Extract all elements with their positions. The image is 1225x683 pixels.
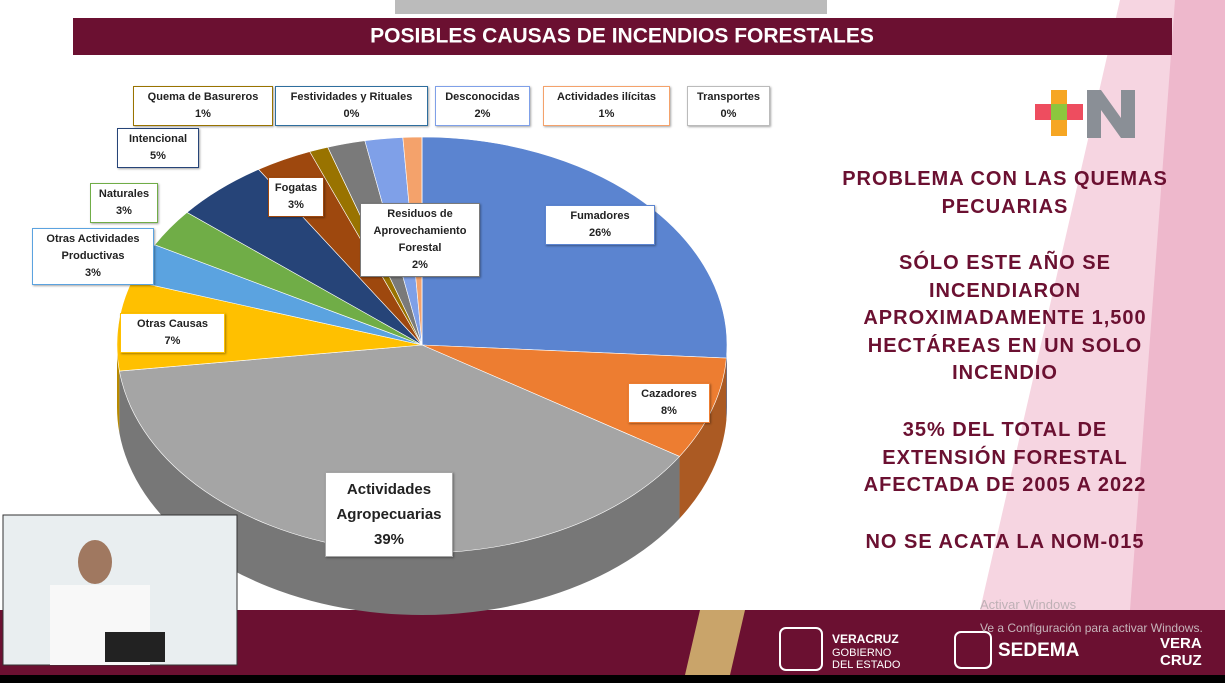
label-value: 0% — [720, 108, 737, 120]
side-text: NO SE ACATA LA NOM-015 — [865, 531, 1145, 553]
side-paragraph: NO SE ACATA LA NOM-015 — [790, 529, 1220, 557]
chart-title: POSIBLES CAUSAS DE INCENDIOS FORESTALES — [370, 25, 874, 48]
label-name: Otras Causas — [137, 318, 208, 330]
label-value: 26% — [588, 227, 612, 239]
side-paragraph: PROBLEMA CON LAS QUEMAS PECUARIAS — [790, 166, 1220, 221]
data-label: Festividades y Rituales 0% — [275, 86, 428, 126]
emblem — [954, 631, 992, 669]
side-paragraph: 35% DEL TOTAL DE EXTENSIÓN FORESTAL AFECTA… — [790, 417, 1220, 500]
top-toolbar — [395, 0, 827, 14]
data-label: Residuos de Aprovechamiento Forestal 2% — [360, 203, 480, 277]
label-value: 3% — [288, 199, 304, 211]
slice-side — [726, 345, 727, 421]
label-value: 3% — [85, 267, 101, 279]
slice-side — [119, 371, 680, 616]
label-value: 1% — [195, 108, 211, 120]
data-label: Otras Causas 7% — [120, 313, 225, 353]
data-label: Intencional 5% — [117, 128, 199, 168]
label-value: 0% — [343, 108, 360, 120]
label-value: 8% — [661, 405, 677, 417]
label-value: 3% — [116, 205, 132, 217]
side-text: 35% DEL TOTAL DE — [902, 419, 1108, 441]
logo-n — [1087, 90, 1135, 138]
emblem — [779, 627, 823, 671]
data-label: Actividades Agropecuarias 39% — [325, 472, 453, 557]
footer-stripe — [685, 610, 745, 675]
data-label: Otras Actividades Productivas 3% — [32, 228, 154, 285]
data-label: Actividades ilícitas 1% — [543, 86, 670, 126]
pie — [116, 136, 728, 616]
label-name: Quema de Basureros — [147, 91, 259, 103]
side-text: PROBLEMA CON LAS QUEMAS — [842, 168, 1168, 190]
label-name: Actividades Agropecuarias — [336, 481, 442, 523]
side-text: HECTÁREAS EN UN SOLO — [867, 334, 1143, 357]
side-paragraph: SÓLO ESTE AÑO SE INCENDIARON APROXIMADAMEN… — [790, 250, 1220, 388]
label-name: Desconocidas — [445, 91, 520, 103]
side-text: SÓLO ESTE AÑO SE — [899, 252, 1111, 274]
side-text: INCENDIO — [952, 362, 1058, 384]
footer-text: VERA — [1160, 635, 1202, 652]
label-name: Fumadores — [570, 210, 630, 222]
label-name: Transportes — [697, 91, 760, 103]
label-value: 2% — [412, 259, 428, 271]
data-label: Quema de Basureros 1% — [133, 86, 273, 126]
slice-side — [679, 358, 727, 519]
data-label: Naturales 3% — [90, 183, 158, 223]
footer-text: CRUZ — [1160, 652, 1202, 669]
title-banner — [73, 18, 1172, 55]
data-label: Fogatas 3% — [268, 177, 324, 217]
watermark: Ve a Configuración para activar Windows. — [980, 621, 1203, 635]
label-name: Cazadores — [641, 388, 697, 400]
logo-plus — [1051, 104, 1067, 120]
logo — [1035, 90, 1135, 138]
side-text: PECUARIAS — [941, 195, 1069, 218]
footer-text: GOBIERNO — [832, 647, 892, 659]
footer-text: DEL ESTADO — [832, 659, 901, 671]
side-text: AFECTADA DE 2005 A 2022 — [863, 474, 1147, 496]
label-name: Fogatas — [274, 182, 318, 194]
pink-band-dark — [1130, 0, 1225, 610]
slice — [421, 136, 728, 359]
data-label: Cazadores 8% — [628, 383, 710, 423]
side-text: INCENDIARON — [928, 279, 1082, 302]
label-value: 5% — [150, 150, 166, 162]
watermark: Activar Windows — [980, 597, 1077, 612]
label-value: 7% — [164, 335, 181, 347]
label-name: Otras Actividades Productivas — [46, 233, 140, 262]
footer-text: SEDEMA — [998, 640, 1080, 661]
data-label: Desconocidas 2% — [435, 86, 530, 126]
label-name: Actividades ilícitas — [556, 91, 657, 103]
data-label: Transportes 0% — [687, 86, 770, 126]
person-head — [78, 540, 112, 584]
side-text: EXTENSIÓN FORESTAL — [882, 446, 1128, 469]
label-name: Residuos de Aprovechamiento Forestal — [373, 208, 467, 254]
slice-side — [117, 345, 120, 434]
laptop — [105, 632, 165, 662]
label-value: 2% — [474, 108, 491, 120]
label-name: Festividades y Rituales — [290, 91, 413, 103]
label-name: Intencional — [128, 133, 188, 145]
label-value: 39% — [373, 531, 405, 548]
label-name: Naturales — [98, 188, 150, 200]
bottom-strip — [0, 675, 1225, 683]
slice — [421, 344, 727, 457]
footer-text: VERACRUZ — [832, 632, 899, 646]
label-value: 1% — [598, 108, 615, 120]
webcam — [2, 514, 238, 666]
side-text: APROXIMADAMENTE 1,500 — [863, 307, 1147, 329]
data-label: Fumadores 26% — [545, 205, 655, 245]
